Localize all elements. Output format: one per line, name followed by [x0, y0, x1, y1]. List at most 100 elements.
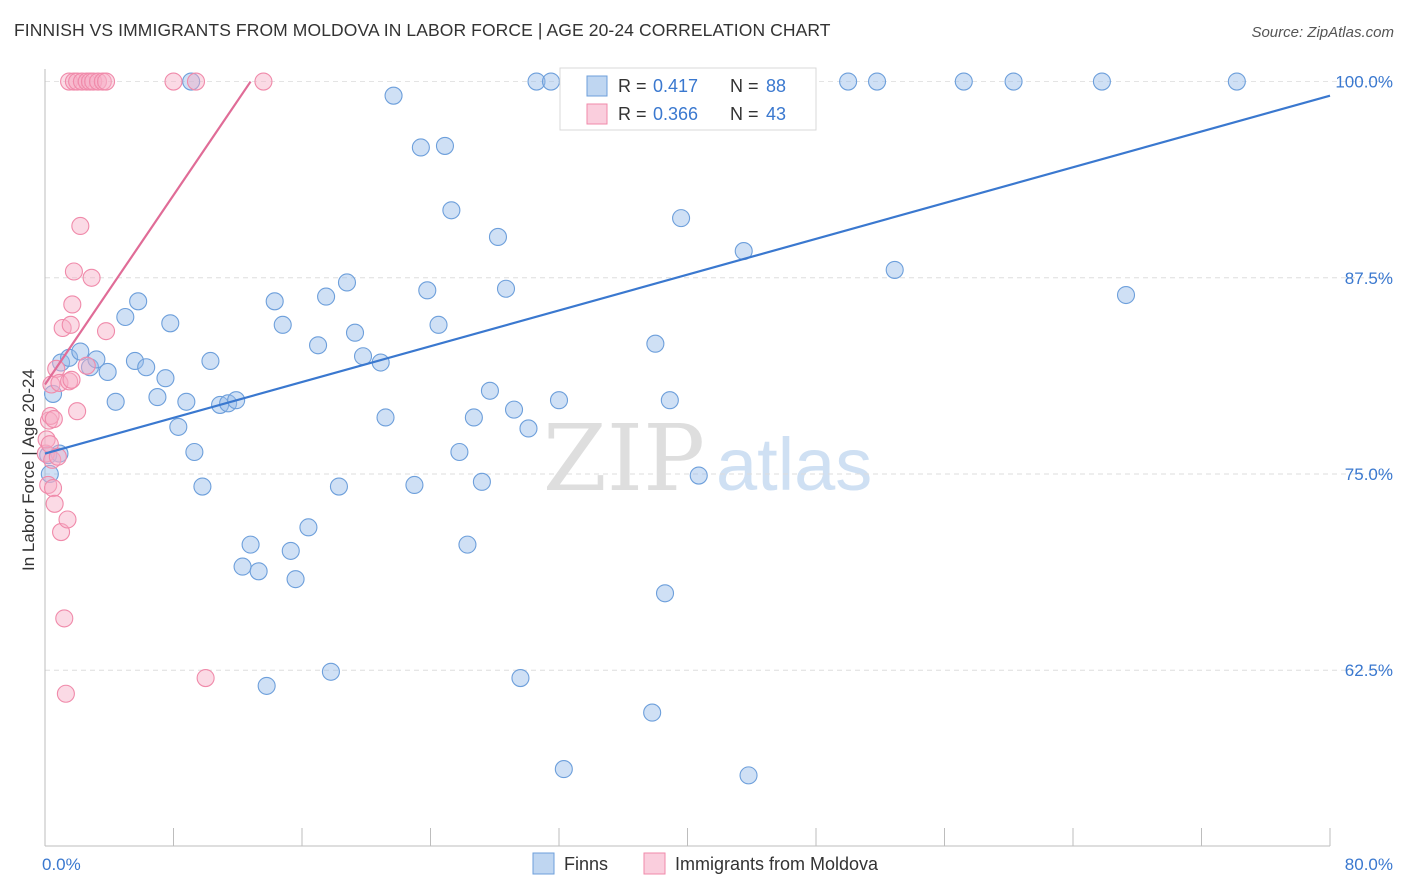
moldova-point[interactable]: [39, 475, 58, 495]
watermark-zip: ZIP: [543, 405, 705, 512]
finns-point[interactable]: [182, 72, 201, 91]
finns-point[interactable]: [376, 408, 395, 427]
finns-point[interactable]: [541, 72, 561, 91]
finns-point[interactable]: [418, 281, 437, 300]
finns-point[interactable]: [450, 442, 469, 462]
finns-point[interactable]: [885, 260, 904, 279]
moldova-point[interactable]: [164, 72, 183, 91]
finns-point[interactable]: [655, 584, 675, 603]
finns-point[interactable]: [106, 392, 125, 411]
finns-point[interactable]: [1004, 72, 1023, 91]
moldova-point[interactable]: [64, 262, 83, 281]
finns-point[interactable]: [321, 662, 340, 681]
finns-point[interactable]: [329, 477, 348, 496]
finns-point[interactable]: [660, 391, 679, 410]
finns-point[interactable]: [233, 557, 252, 576]
finns-point[interactable]: [480, 381, 499, 400]
finns-point[interactable]: [405, 475, 424, 495]
finns-point[interactable]: [201, 351, 220, 371]
finns-point[interactable]: [337, 273, 357, 292]
finns-point[interactable]: [867, 72, 887, 91]
finns-point[interactable]: [488, 227, 508, 247]
moldova-point[interactable]: [196, 668, 215, 688]
finns-point[interactable]: [442, 201, 461, 220]
finns-point[interactable]: [1116, 285, 1136, 305]
finns-point[interactable]: [435, 136, 455, 155]
moldova-point[interactable]: [96, 72, 116, 91]
finns-point[interactable]: [1092, 72, 1111, 91]
finns-point[interactable]: [177, 392, 196, 411]
finns-point[interactable]: [496, 279, 516, 298]
finns-point[interactable]: [549, 391, 569, 410]
finns-point[interactable]: [1227, 72, 1246, 91]
finns-point[interactable]: [646, 334, 665, 353]
finns-point[interactable]: [429, 315, 448, 334]
finns-point[interactable]: [265, 292, 284, 311]
finns-point[interactable]: [273, 315, 292, 334]
finns-point[interactable]: [257, 676, 276, 695]
finns-point[interactable]: [241, 535, 260, 554]
finns-point[interactable]: [739, 766, 758, 785]
moldova-point[interactable]: [186, 72, 206, 91]
finns-point[interactable]: [458, 535, 477, 554]
moldova-point[interactable]: [55, 609, 74, 628]
legend-label[interactable]: Finns: [564, 854, 608, 874]
moldova-point[interactable]: [68, 72, 87, 91]
legend-label[interactable]: Immigrants from Moldova: [675, 854, 879, 874]
finns-point[interactable]: [249, 562, 268, 581]
moldova-point[interactable]: [84, 72, 103, 91]
finns-point[interactable]: [129, 292, 148, 311]
moldova-point[interactable]: [41, 406, 60, 425]
finns-point[interactable]: [511, 668, 530, 688]
finns-point[interactable]: [299, 518, 318, 537]
moldova-point[interactable]: [96, 322, 116, 341]
finns-point[interactable]: [193, 477, 212, 496]
moldova-point[interactable]: [56, 684, 75, 703]
finns-point[interactable]: [116, 307, 135, 327]
finns-point[interactable]: [472, 472, 491, 491]
finns-point[interactable]: [411, 138, 430, 157]
legend-swatch[interactable]: [532, 852, 555, 875]
finns-point[interactable]: [281, 541, 300, 560]
finns-point[interactable]: [43, 384, 63, 403]
finns-point[interactable]: [345, 323, 365, 342]
moldova-point[interactable]: [48, 447, 67, 466]
finns-point[interactable]: [643, 703, 662, 722]
finns-point[interactable]: [839, 72, 858, 91]
moldova-point[interactable]: [82, 268, 101, 287]
finns-point[interactable]: [98, 362, 117, 382]
finns-point[interactable]: [504, 400, 524, 419]
moldova-point[interactable]: [68, 402, 87, 421]
moldova-point[interactable]: [58, 510, 77, 529]
moldova-point[interactable]: [44, 409, 63, 429]
finns-point[interactable]: [672, 209, 691, 228]
finns-point[interactable]: [309, 336, 328, 355]
moldova-point[interactable]: [71, 216, 90, 236]
finns-point[interactable]: [169, 417, 188, 436]
moldova-point[interactable]: [63, 295, 82, 314]
finns-point[interactable]: [161, 314, 180, 333]
moldova-point[interactable]: [254, 72, 273, 91]
moldova-point[interactable]: [43, 479, 63, 498]
finns-point[interactable]: [519, 419, 538, 438]
finns-point[interactable]: [384, 86, 403, 105]
finns-point[interactable]: [317, 287, 336, 306]
moldova-point[interactable]: [45, 494, 64, 513]
moldova-point[interactable]: [77, 356, 96, 375]
finns-point[interactable]: [527, 72, 546, 91]
finns-point[interactable]: [156, 369, 175, 388]
finns-point[interactable]: [185, 442, 204, 462]
finns-point[interactable]: [125, 351, 144, 371]
finns-point[interactable]: [148, 388, 167, 407]
finns-point[interactable]: [689, 466, 708, 485]
legend-swatch[interactable]: [643, 852, 666, 875]
finns-point[interactable]: [464, 408, 483, 427]
finns-point[interactable]: [137, 358, 156, 377]
moldova-point[interactable]: [50, 373, 69, 392]
finns-point[interactable]: [87, 350, 106, 369]
finns-point[interactable]: [554, 760, 573, 779]
finns-point[interactable]: [954, 72, 973, 91]
moldova-point[interactable]: [61, 315, 80, 334]
moldova-point[interactable]: [62, 370, 81, 389]
finns-point[interactable]: [286, 570, 305, 589]
